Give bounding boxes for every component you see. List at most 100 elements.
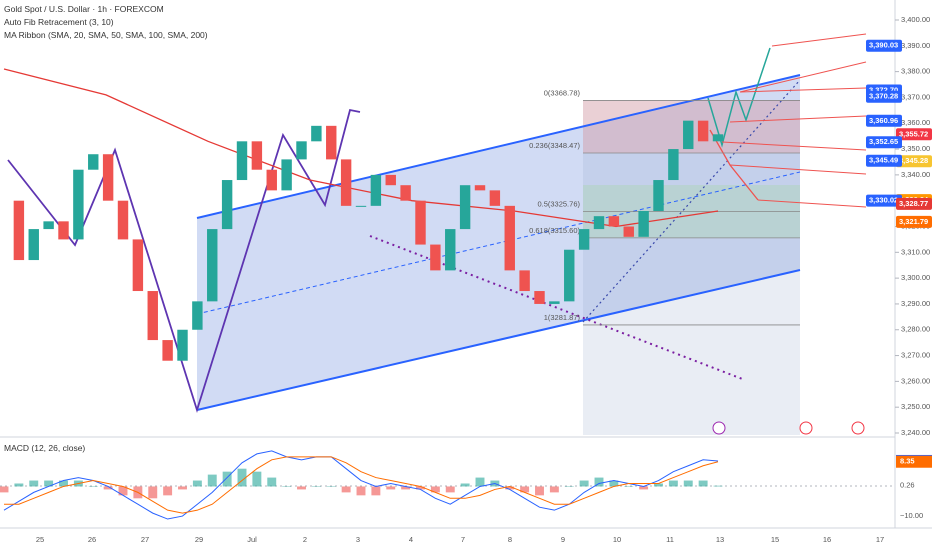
- y-tick-label: 3,380.00: [901, 67, 930, 76]
- price-tag: [866, 154, 902, 167]
- macd-hist: [609, 480, 619, 487]
- event-icon: [712, 421, 726, 435]
- candle: [370, 174, 382, 206]
- price-tag-label: 3,330.02: [869, 196, 898, 205]
- candle: [13, 200, 25, 261]
- y-tick-label: 3,370.00: [901, 92, 930, 101]
- price-tag-label: 3,372.70: [869, 85, 898, 94]
- candle: [683, 120, 694, 150]
- macd-hist: [430, 486, 440, 493]
- price-tag: [866, 114, 902, 127]
- macd-tag: [896, 455, 932, 468]
- macd-hist: [0, 486, 9, 493]
- x-tick-label: 25: [36, 535, 44, 544]
- price-tag-label: 3,352.65: [869, 137, 898, 146]
- candle: [534, 291, 545, 304]
- candle: [549, 301, 560, 304]
- channel-upper: [196, 74, 801, 219]
- x-tick-label: 7: [461, 535, 465, 544]
- candle: [311, 125, 322, 142]
- connector: [721, 141, 867, 151]
- macd-tag-label: −10.00: [900, 511, 923, 520]
- x-tick-label: 13: [716, 535, 724, 544]
- price-tag: [866, 39, 902, 52]
- macd-hist: [237, 468, 247, 487]
- macd-tag: [896, 510, 932, 523]
- x-tick-label: Jul: [247, 535, 257, 544]
- macd-hist: [475, 477, 485, 487]
- event-icons: [712, 421, 865, 435]
- macd-hist: [579, 480, 589, 487]
- event-icon: [799, 421, 813, 435]
- macd-hist: [222, 471, 232, 487]
- x-tick-label: 15: [771, 535, 779, 544]
- y-tick-label: 3,270.00: [901, 351, 930, 360]
- macd-hist: [14, 483, 24, 487]
- candle: [236, 141, 248, 181]
- macd-hist: [460, 483, 470, 487]
- candle: [221, 180, 233, 230]
- y-tick-label: 3,280.00: [901, 325, 930, 334]
- price-tag-label: 3,345.49: [869, 156, 898, 165]
- price-tag-label: 3,370.28: [869, 92, 898, 101]
- macd-hist: [654, 483, 663, 487]
- candle: [355, 205, 367, 207]
- macd-title: MACD (12, 26, close): [4, 443, 85, 453]
- macd-hist: [297, 486, 306, 490]
- candle: [400, 185, 411, 201]
- macd-hist: [192, 480, 202, 487]
- macd-hist: [535, 486, 544, 496]
- connector: [771, 33, 867, 47]
- candle: [340, 159, 352, 206]
- macd-hist: [549, 486, 559, 493]
- data-layer: 0(3368.78) 0.236(3348.47) 0.5(3325.76) 0.61…: [0, 68, 800, 520]
- y-tick-label: 3,390.00: [901, 41, 930, 50]
- macd-hist: [371, 486, 381, 496]
- candle: [668, 149, 679, 181]
- macd-line: [3, 450, 719, 520]
- macd-hist: [341, 486, 351, 493]
- candle: [326, 125, 337, 160]
- y-tick-label: 3,310.00: [901, 247, 930, 256]
- price-tag: [896, 155, 932, 168]
- fib-label: 1(3281.87): [544, 313, 581, 322]
- macd-hist: [267, 477, 277, 487]
- candle: [712, 134, 724, 142]
- candle: [281, 159, 292, 191]
- chart-title: Gold Spot / U.S. Dollar · 1h · FOREXCOM: [4, 4, 164, 14]
- x-tick-label: 26: [88, 535, 96, 544]
- y-tick-label: 3,400.00: [901, 15, 930, 24]
- y-tick-label: 3,360.00: [901, 118, 930, 127]
- x-tick-label: 4: [409, 535, 413, 544]
- candle: [88, 154, 99, 170]
- macd-hist: [252, 471, 262, 487]
- macd-hist: [282, 486, 292, 487]
- candle: [638, 211, 649, 237]
- macd-hist: [326, 486, 336, 487]
- candle: [608, 216, 620, 227]
- macd-hist: [624, 486, 634, 487]
- y-tick-label: 3,290.00: [901, 299, 930, 308]
- candle: [430, 244, 441, 271]
- macd-hist: [639, 486, 649, 490]
- macd-hist: [594, 477, 604, 487]
- candle: [117, 200, 129, 240]
- x-tick-label: 29: [195, 535, 203, 544]
- macd-hist: [148, 486, 158, 499]
- macd-hist: [44, 480, 54, 487]
- candle: [385, 174, 396, 186]
- candle: [578, 229, 590, 250]
- y-tick-label: 3,300.00: [901, 273, 930, 282]
- connector: [739, 87, 867, 93]
- channel-lower: [196, 269, 801, 411]
- candle: [519, 270, 530, 292]
- projection: [707, 47, 771, 148]
- x-tick-label: 16: [823, 535, 831, 544]
- macd-hist: [163, 486, 173, 496]
- price-tag: [896, 128, 932, 141]
- price-tag: [896, 215, 932, 228]
- candle: [28, 229, 39, 261]
- macd-hist: [207, 474, 217, 487]
- x-tick-label: 8: [508, 535, 512, 544]
